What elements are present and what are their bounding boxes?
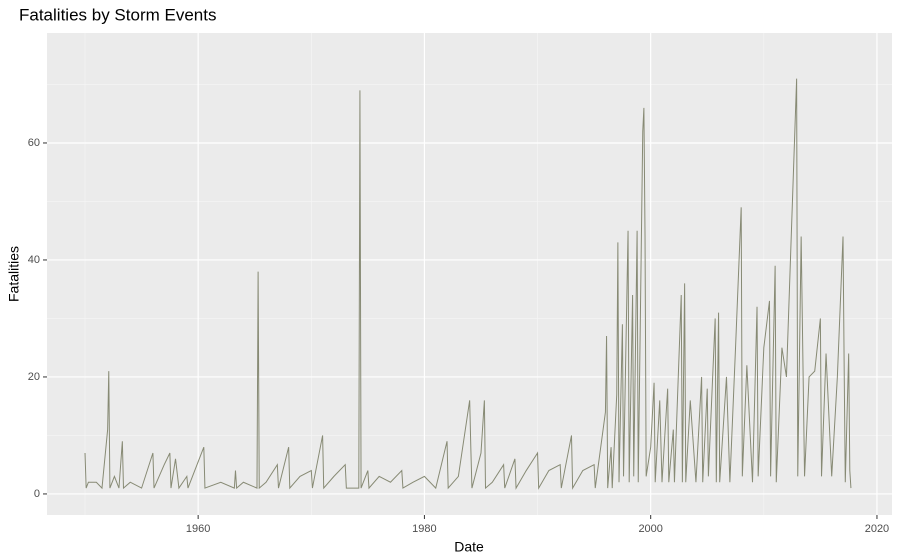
plot-panel: [47, 33, 892, 515]
y-tick-label: 0: [34, 488, 40, 500]
y-tick-label: 60: [28, 137, 40, 149]
x-axis-label: Date: [454, 539, 484, 555]
y-tick-label: 40: [28, 254, 40, 266]
x-tick-label: 1960: [186, 523, 210, 535]
y-axis-label: Fatalities: [6, 246, 22, 302]
x-tick-label: 1980: [412, 523, 436, 535]
data-line: [84, 78, 852, 490]
chart-title: Fatalities by Storm Events: [19, 5, 216, 24]
y-tick-label: 20: [28, 371, 40, 383]
x-tick-label: 2000: [638, 523, 662, 535]
x-tick-label: 2020: [865, 523, 889, 535]
